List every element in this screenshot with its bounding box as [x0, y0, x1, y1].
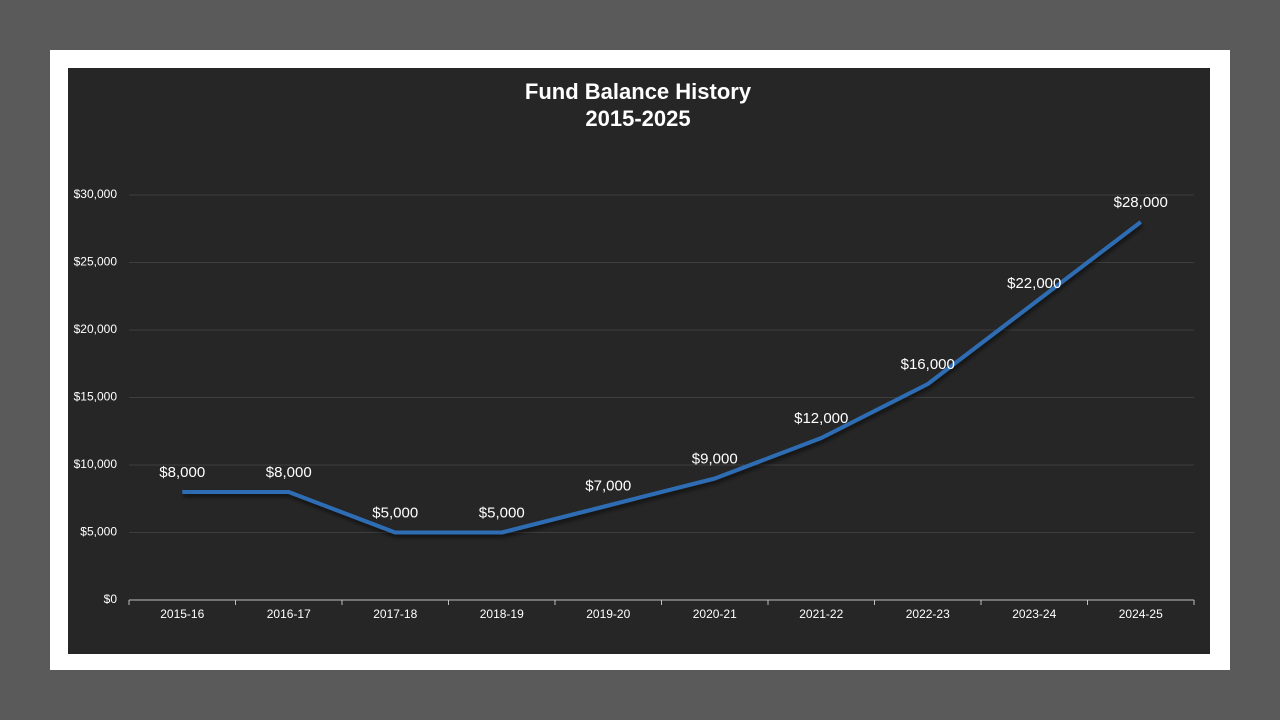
x-tick-label: 2020-21 — [693, 607, 737, 621]
line — [182, 220, 1142, 535]
data-label: $5,000 — [479, 504, 525, 521]
y-tick-label: $10,000 — [74, 457, 118, 471]
x-tick-label: 2023-24 — [1012, 607, 1056, 621]
data-label: $22,000 — [1007, 275, 1061, 292]
x-tick-label: 2022-23 — [906, 607, 950, 621]
x-tick-label: 2019-20 — [586, 607, 630, 621]
x-tick-label: 2021-22 — [799, 607, 843, 621]
chart-subtitle: 2015-2025 — [585, 106, 690, 131]
y-tick-label: $5,000 — [80, 525, 117, 539]
x-tick-label: 2016-17 — [267, 607, 311, 621]
chart-area — [68, 68, 1210, 654]
data-label: $12,000 — [794, 410, 848, 427]
y-tick-label: $30,000 — [74, 187, 118, 201]
data-label: $28,000 — [1114, 194, 1168, 211]
y-tick-label: $20,000 — [74, 322, 118, 336]
data-label: $8,000 — [159, 464, 205, 481]
data-label: $16,000 — [901, 356, 955, 373]
data-label: $7,000 — [585, 477, 631, 494]
data-label: $5,000 — [372, 504, 418, 521]
x-tick-label: 2015-16 — [160, 607, 204, 621]
y-tick-label: $25,000 — [74, 255, 118, 269]
x-tick-label: 2017-18 — [373, 607, 417, 621]
x-tick-label: 2024-25 — [1119, 607, 1163, 621]
x-tick-label: 2018-19 — [480, 607, 524, 621]
data-label: $8,000 — [266, 464, 312, 481]
data-label: $9,000 — [692, 450, 738, 467]
chart-title: Fund Balance History — [525, 79, 752, 104]
y-tick-label: $0 — [104, 592, 118, 606]
y-tick-label: $15,000 — [74, 390, 118, 404]
